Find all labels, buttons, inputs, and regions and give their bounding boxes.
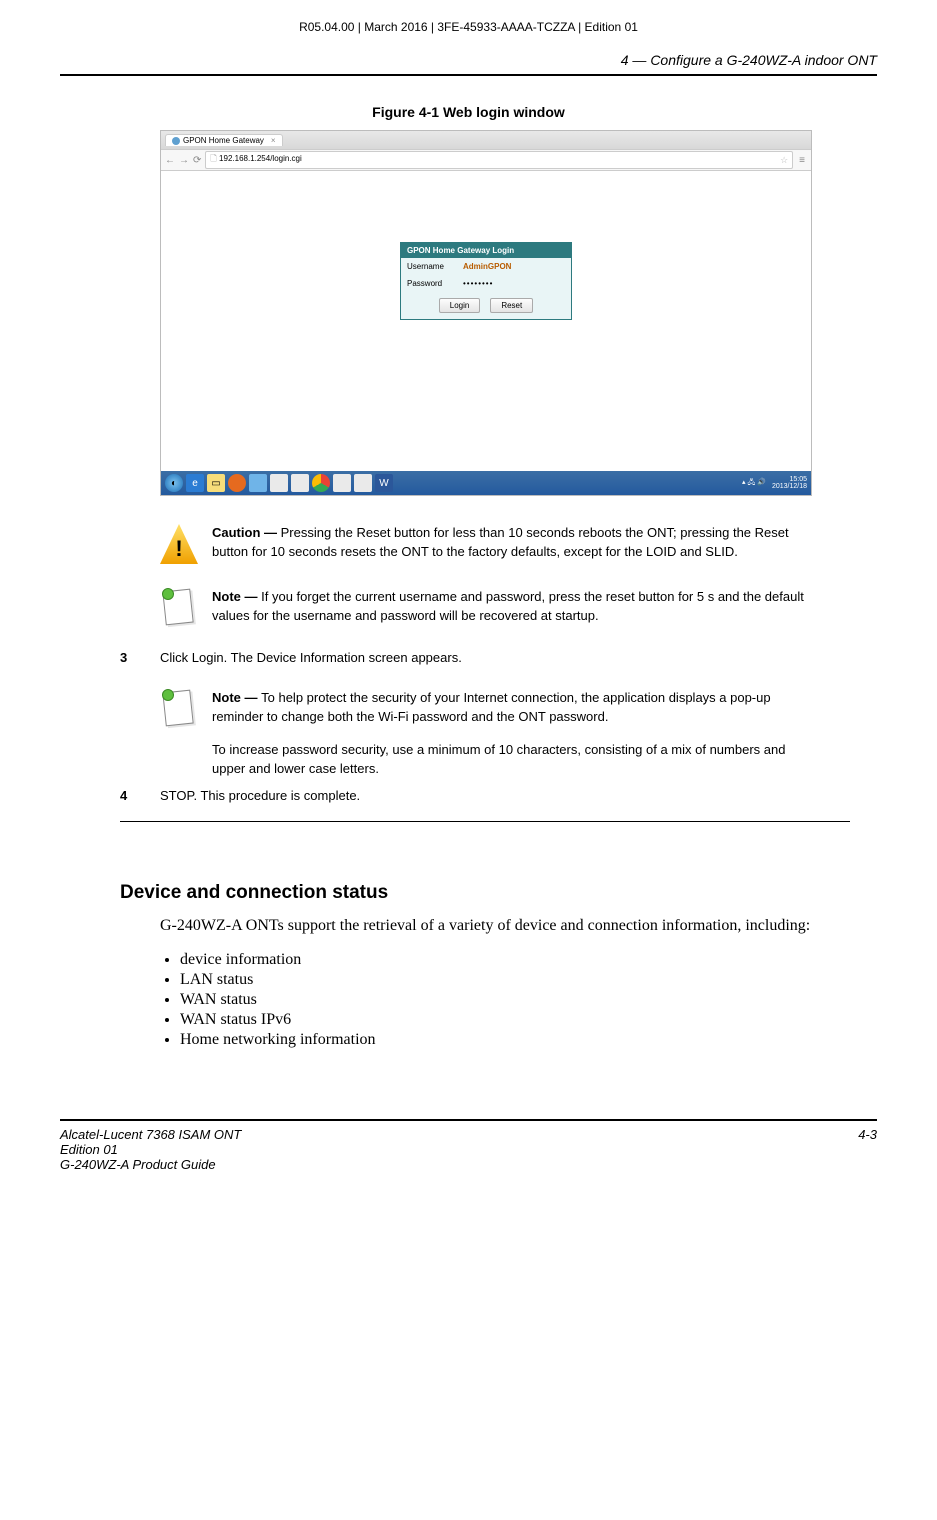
password-value: •••••••• (463, 279, 493, 288)
bullet-list: device information LAN status WAN status… (160, 951, 820, 1049)
tray-icons: ▴ 🖧 🔊 (742, 478, 766, 489)
tab-favicon (172, 137, 180, 145)
explorer-icon: ▭ (207, 474, 225, 492)
note2-lead: Note — (212, 690, 261, 705)
url-text: 🗋 192.168.1.254/login.cgi (210, 153, 301, 167)
browser-screenshot: GPON Home Gateway × ← → ⟳ 🗋 192.168.1.25… (160, 130, 812, 496)
page-number: 4-3 (858, 1127, 877, 1172)
section-paragraph: G-240WZ-A ONTs support the retrieval of … (160, 916, 840, 937)
taskbar: ◐ e ▭ W ▴ 🖧 🔊 15:05 2013/12/18 (161, 471, 811, 495)
login-panel: GPON Home Gateway Login Username AdminGP… (400, 242, 572, 320)
chrome-icon (312, 474, 330, 492)
procedure-end-rule (120, 821, 850, 822)
close-icon: × (271, 136, 276, 145)
section-header: 4 — Configure a G-240WZ-A indoor ONT (60, 52, 877, 68)
url-field: 🗋 192.168.1.254/login.cgi ☆ (205, 151, 793, 169)
browser-tab: GPON Home Gateway × (165, 134, 283, 146)
app-icon-4 (333, 474, 351, 492)
footer-line-3: G-240WZ-A Product Guide (60, 1157, 241, 1172)
note-icon (160, 689, 198, 727)
caution-icon: ! (160, 524, 198, 564)
note2-text: To help protect the security of your Int… (212, 690, 771, 724)
figure-title: Figure 4-1 Web login window (60, 104, 877, 120)
caution-block: ! Caution — Pressing the Reset button fo… (160, 524, 820, 564)
app-icon-1 (249, 474, 267, 492)
taskbar-clock: 15:05 2013/12/18 (772, 476, 807, 490)
list-item: WAN status IPv6 (180, 1011, 820, 1029)
address-bar: ← → ⟳ 🗋 192.168.1.254/login.cgi ☆ ≡ (161, 150, 811, 171)
note-block-1: Note — If you forget the current usernam… (160, 588, 820, 626)
footer-line-1: Alcatel-Lucent 7368 ISAM ONT (60, 1127, 241, 1142)
hamburger-icon: ≡ (797, 155, 807, 166)
note-icon (160, 588, 198, 626)
note-block-2: Note — To help protect the security of y… (160, 689, 820, 778)
app-icon-3 (291, 474, 309, 492)
username-value: AdminGPON (463, 262, 511, 271)
step3-num: 3 (120, 650, 160, 665)
footer-line-2: Edition 01 (60, 1142, 241, 1157)
section-title: Device and connection status (120, 882, 877, 904)
list-item: device information (180, 951, 820, 969)
app-icon-5 (354, 474, 372, 492)
note2-para2: To increase password security, use a min… (212, 741, 820, 779)
login-button: Login (439, 298, 481, 313)
bookmark-icon: ☆ (780, 155, 788, 166)
note1-text: If you forget the current username and p… (212, 589, 804, 623)
doc-id-line: R05.04.00 | March 2016 | 3FE-45933-AAAA-… (60, 20, 877, 34)
step4-text: STOP. This procedure is complete. (160, 788, 830, 803)
tab-bar: GPON Home Gateway × (161, 131, 811, 150)
step-4: 4 STOP. This procedure is complete. (120, 788, 830, 803)
app-icon-2 (270, 474, 288, 492)
password-label: Password (407, 279, 457, 288)
step-3: 3 Click Login. The Device Information sc… (120, 650, 830, 665)
browser-viewport: GPON Home Gateway Login Username AdminGP… (161, 171, 811, 471)
tab-label: GPON Home Gateway (183, 136, 264, 145)
list-item: LAN status (180, 971, 820, 989)
step4-num: 4 (120, 788, 160, 803)
top-rule (60, 74, 877, 76)
username-label: Username (407, 262, 457, 271)
firefox-icon (228, 474, 246, 492)
word-icon: W (375, 474, 393, 492)
login-title: GPON Home Gateway Login (401, 243, 571, 258)
ie-icon: e (186, 474, 204, 492)
note1-lead: Note — (212, 589, 261, 604)
page-footer: Alcatel-Lucent 7368 ISAM ONT Edition 01 … (60, 1119, 877, 1172)
step3-text: Click Login. The Device Information scre… (160, 650, 830, 665)
reset-button: Reset (490, 298, 533, 313)
list-item: WAN status (180, 991, 820, 1009)
forward-icon: → (179, 155, 189, 166)
back-icon: ← (165, 155, 175, 166)
caution-lead: Caution — (212, 525, 281, 540)
list-item: Home networking information (180, 1031, 820, 1049)
start-icon: ◐ (165, 474, 183, 492)
reload-icon: ⟳ (193, 155, 201, 166)
caution-text: Pressing the Reset button for less than … (212, 525, 789, 559)
